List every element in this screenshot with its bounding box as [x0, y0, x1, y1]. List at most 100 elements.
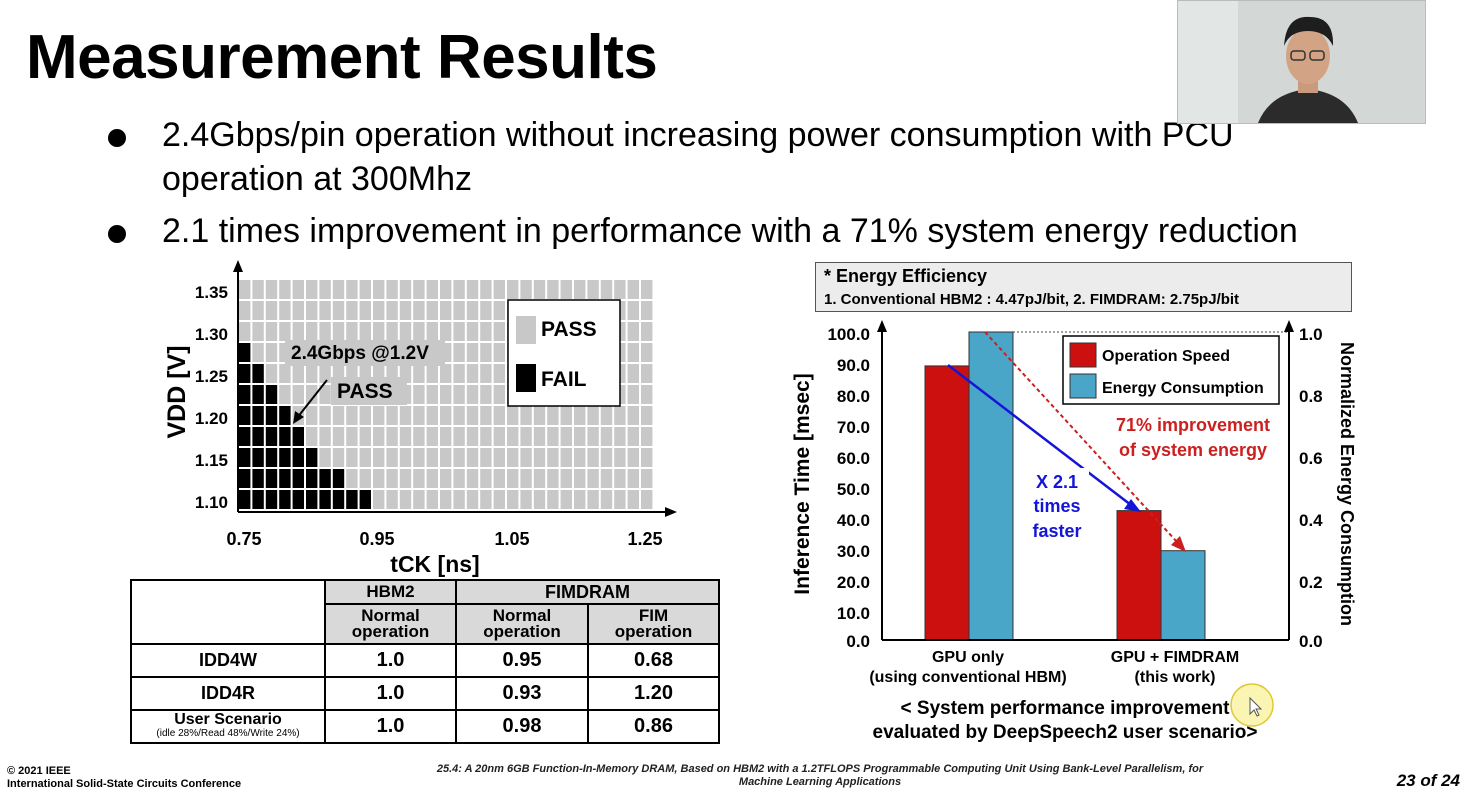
shmoo-cell-pass — [480, 427, 492, 446]
y2-tick: 0.4 — [1299, 511, 1323, 530]
shmoo-cell-pass — [332, 301, 345, 320]
shmoo-cell-fail — [239, 406, 251, 425]
shmoo-cell-pass — [520, 448, 532, 467]
shmoo-cell-pass — [440, 448, 452, 467]
shmoo-cell-pass — [440, 301, 452, 320]
cell-value: 0.68 — [587, 643, 720, 678]
shmoo-cell-pass — [493, 364, 505, 383]
shmoo-cell-pass — [493, 343, 505, 362]
shmoo-cell-pass — [480, 322, 492, 341]
shmoo-cell-pass — [480, 364, 492, 383]
shmoo-cell-pass — [399, 301, 412, 320]
shmoo-cell-pass — [306, 301, 318, 320]
shmoo-cell-pass — [386, 406, 398, 425]
header-hbm2: HBM2 — [324, 579, 457, 605]
shmoo-cell-pass — [239, 322, 251, 341]
shmoo-cell-fail — [346, 490, 358, 509]
shmoo-cell-pass — [239, 280, 251, 299]
y-tick: 40.0 — [837, 511, 870, 530]
shmoo-cell-pass — [574, 448, 586, 467]
shmoo-cell-pass — [480, 343, 492, 362]
y-tick: 50.0 — [837, 480, 870, 499]
shmoo-cell-pass — [306, 322, 318, 341]
shmoo-cell-pass — [440, 406, 452, 425]
legend-fail-swatch — [516, 364, 536, 392]
shmoo-cell-fail — [252, 364, 264, 383]
shmoo-y-tick: 1.25 — [195, 367, 228, 386]
shmoo-cell-fail — [319, 469, 331, 488]
shmoo-cell-pass — [560, 280, 572, 299]
energy-arrow-line — [984, 331, 1178, 543]
shmoo-cell-pass — [587, 448, 599, 467]
shmoo-cell-pass — [252, 343, 264, 362]
chart-caption: evaluated by DeepSpeech2 user scenario> — [873, 722, 1258, 743]
shmoo-cell-pass — [493, 301, 505, 320]
bar-operation-speed-fimdram — [1116, 510, 1162, 641]
shmoo-cell-pass — [386, 280, 398, 299]
speed-annotation: X 2.1 — [1036, 472, 1078, 492]
shmoo-cell-pass — [614, 469, 626, 488]
bullet-dot — [108, 225, 126, 243]
shmoo-cell-pass — [292, 322, 304, 341]
shmoo-cell-pass — [466, 322, 479, 341]
category-sublabel: (using conventional HBM) — [869, 669, 1066, 686]
bullet-text-1b: operation at 300Mhz — [162, 160, 472, 198]
shmoo-cell-pass — [466, 448, 479, 467]
shmoo-cell-pass — [292, 301, 304, 320]
shmoo-cell-pass — [507, 469, 519, 488]
shmoo-cell-fail — [252, 427, 264, 446]
shmoo-cell-fail — [279, 406, 291, 425]
shmoo-cell-pass — [641, 385, 653, 404]
bar-energy-gpu — [968, 331, 1014, 641]
shmoo-cell-fail — [279, 427, 291, 446]
shmoo-cell-pass — [359, 280, 371, 299]
shmoo-cell-pass — [319, 448, 331, 467]
energy-annotation: of system energy — [1119, 440, 1267, 460]
shmoo-cell-pass — [587, 490, 599, 509]
shmoo-cell-pass — [493, 448, 505, 467]
shmoo-cell-pass — [292, 280, 304, 299]
shmoo-cell-pass — [252, 322, 264, 341]
legend-pass-label: PASS — [541, 318, 597, 341]
shmoo-cell-pass — [399, 364, 412, 383]
shmoo-cell-pass — [453, 406, 465, 425]
bar-energy-fimdram — [1160, 550, 1206, 641]
energy-annotation: 71% improvement — [1116, 415, 1270, 435]
shmoo-cell-pass — [627, 469, 639, 488]
shmoo-cell-pass — [466, 385, 479, 404]
shmoo-cell-pass — [480, 490, 492, 509]
shmoo-cell-fail — [265, 385, 278, 404]
shmoo-cell-pass — [480, 406, 492, 425]
shmoo-cell-fail — [239, 385, 251, 404]
performance-chart: 100.0 90.0 80.0 70.0 60.0 50.0 40.0 30.0… — [791, 320, 1357, 743]
y-tick: 90.0 — [837, 356, 870, 375]
shmoo-cell-pass — [493, 322, 505, 341]
shmoo-cell-pass — [440, 427, 452, 446]
shmoo-cell-pass — [413, 469, 425, 488]
shmoo-cell-pass — [533, 448, 546, 467]
shmoo-cell-pass — [306, 427, 318, 446]
shmoo-cell-fail — [306, 490, 318, 509]
shmoo-cell-pass — [560, 490, 572, 509]
shmoo-cell-pass — [627, 448, 639, 467]
category-label: GPU only — [932, 649, 1004, 666]
shmoo-cell-pass — [627, 427, 639, 446]
webcam-video — [1177, 0, 1426, 124]
shmoo-cell-pass — [252, 280, 264, 299]
shmoo-cell-fail — [319, 490, 331, 509]
shmoo-cell-fail — [265, 406, 278, 425]
row-label-main: User Scenario — [174, 710, 282, 728]
header-text: operation — [351, 622, 430, 641]
y2-tick: 0.2 — [1299, 573, 1323, 592]
shmoo-cell-pass — [480, 448, 492, 467]
shmoo-cell-pass — [574, 427, 586, 446]
shmoo-cell-pass — [493, 469, 505, 488]
shmoo-cell-pass — [399, 490, 412, 509]
shmoo-cell-pass — [587, 280, 599, 299]
shmoo-y-label: VDD [V] — [163, 345, 191, 438]
shmoo-cell-pass — [574, 469, 586, 488]
shmoo-cell-pass — [399, 469, 412, 488]
shmoo-cell-pass — [560, 448, 572, 467]
shmoo-cell-pass — [346, 280, 358, 299]
shmoo-cell-pass — [533, 469, 546, 488]
